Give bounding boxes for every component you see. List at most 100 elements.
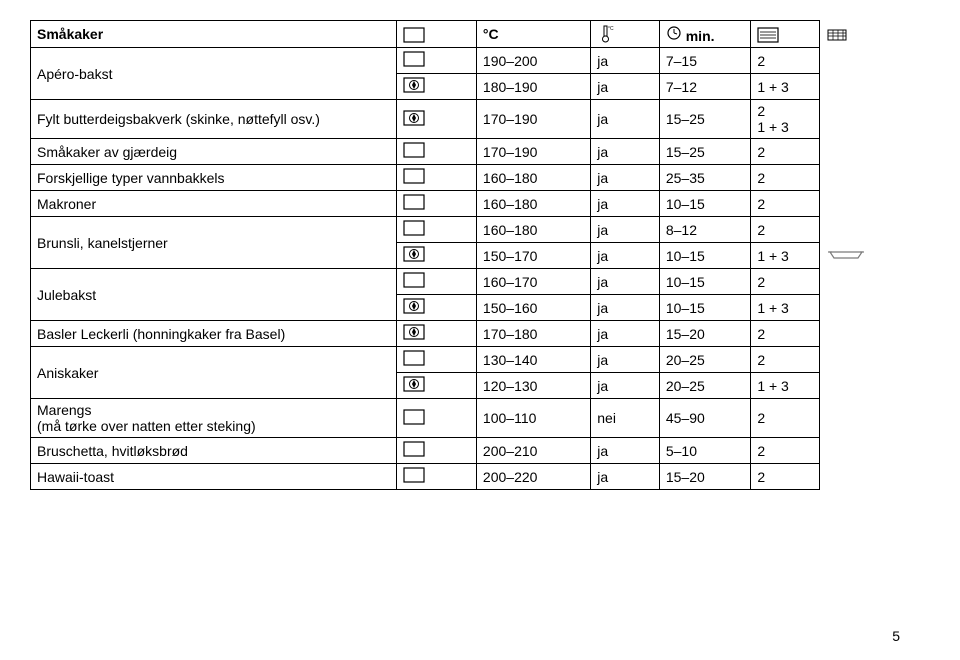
minutes-value: 10–15: [659, 243, 750, 269]
baking-table: Småkaker°C°C min.Apéro-bakst190–200ja7–1…: [30, 20, 900, 490]
mode-icon: [396, 165, 476, 191]
preheat-value: ja: [591, 100, 660, 139]
temp-value: 120–130: [476, 373, 590, 399]
header-level-icon: [751, 21, 820, 48]
table-row: Julebakst160–170ja10–152: [31, 269, 900, 295]
header-min: min.: [659, 21, 750, 48]
extra-icon: [819, 295, 899, 321]
level-value: 2: [751, 321, 820, 347]
row-label: Makroner: [31, 191, 397, 217]
extra-icon: [819, 438, 899, 464]
mode-icon: [396, 464, 476, 490]
mode-icon: [396, 347, 476, 373]
preheat-value: ja: [591, 74, 660, 100]
minutes-value: 15–20: [659, 321, 750, 347]
level-value: 2: [751, 48, 820, 74]
level-value: 2: [751, 269, 820, 295]
extra-icon: [819, 100, 899, 139]
table-row: Forskjellige typer vannbakkels 160–180ja2…: [31, 165, 900, 191]
table-row: Småkaker av gjærdeig170–190ja15–252: [31, 139, 900, 165]
minutes-value: 7–12: [659, 74, 750, 100]
mode-icon: [396, 191, 476, 217]
page-number: 5: [892, 628, 900, 644]
mode-icon: [396, 243, 476, 269]
extra-icon: [819, 243, 899, 269]
table-row: Fylt butterdeigsbakverk (skinke, nøttefy…: [31, 100, 900, 139]
level-value: 2: [751, 438, 820, 464]
temp-value: 200–220: [476, 464, 590, 490]
minutes-value: 8–12: [659, 217, 750, 243]
row-label: Basler Leckerli (honningkaker fra Basel): [31, 321, 397, 347]
table-row: Apéro-bakst190–200ja7–152: [31, 48, 900, 74]
mode-icon: [396, 139, 476, 165]
minutes-value: 15–25: [659, 139, 750, 165]
temp-value: 190–200: [476, 48, 590, 74]
header-label: Småkaker: [31, 21, 397, 48]
preheat-value: ja: [591, 373, 660, 399]
row-label: Småkaker av gjærdeig: [31, 139, 397, 165]
preheat-value: ja: [591, 321, 660, 347]
row-label: Brunsli, kanelstjerner: [31, 217, 397, 269]
preheat-value: ja: [591, 165, 660, 191]
preheat-value: ja: [591, 48, 660, 74]
preheat-value: ja: [591, 464, 660, 490]
minutes-value: 10–15: [659, 269, 750, 295]
extra-icon: [819, 74, 899, 100]
temp-value: 160–170: [476, 269, 590, 295]
mode-icon: [396, 399, 476, 438]
extra-icon: [819, 399, 899, 438]
svg-text:°C: °C: [608, 26, 614, 32]
table-row: Marengs(må tørke over natten etter steki…: [31, 399, 900, 438]
level-value: 2: [751, 139, 820, 165]
temp-value: 200–210: [476, 438, 590, 464]
mode-icon: [396, 217, 476, 243]
table-row: Hawaii-toast 200–220ja15–202: [31, 464, 900, 490]
minutes-value: 15–20: [659, 464, 750, 490]
level-value: 2: [751, 217, 820, 243]
level-value: 1 + 3: [751, 373, 820, 399]
minutes-value: 15–25: [659, 100, 750, 139]
level-value: 2: [751, 191, 820, 217]
extra-icon: [819, 217, 899, 243]
mode-icon: [396, 438, 476, 464]
table-row: Basler Leckerli (honningkaker fra Basel)…: [31, 321, 900, 347]
extra-icon: [819, 165, 899, 191]
temp-value: 170–180: [476, 321, 590, 347]
level-value: 21 + 3: [751, 100, 820, 139]
mode-icon: [396, 100, 476, 139]
minutes-value: 10–15: [659, 191, 750, 217]
extra-icon: [819, 191, 899, 217]
temp-value: 150–160: [476, 295, 590, 321]
minutes-value: 20–25: [659, 373, 750, 399]
row-label: Hawaii-toast: [31, 464, 397, 490]
level-value: 2: [751, 399, 820, 438]
preheat-value: ja: [591, 295, 660, 321]
mode-icon: [396, 295, 476, 321]
header-mode-icon: [396, 21, 476, 48]
header-tray-icon: [819, 21, 899, 48]
level-value: 2: [751, 347, 820, 373]
table-row: Brunsli, kanelstjerner160–180ja8–122: [31, 217, 900, 243]
minutes-value: 7–15: [659, 48, 750, 74]
mode-icon: [396, 74, 476, 100]
temp-value: 160–180: [476, 165, 590, 191]
table-row: Bruschetta, hvitløksbrød200–210ja5–102: [31, 438, 900, 464]
level-value: 2: [751, 464, 820, 490]
mode-icon: [396, 269, 476, 295]
temp-value: 170–190: [476, 139, 590, 165]
temp-value: 170–190: [476, 100, 590, 139]
temp-value: 100–110: [476, 399, 590, 438]
row-label: Forskjellige typer vannbakkels: [31, 165, 397, 191]
mode-icon: [396, 373, 476, 399]
minutes-value: 10–15: [659, 295, 750, 321]
row-label: Julebakst: [31, 269, 397, 321]
minutes-value: 25–35: [659, 165, 750, 191]
preheat-value: ja: [591, 269, 660, 295]
temp-value: 160–180: [476, 217, 590, 243]
mode-icon: [396, 321, 476, 347]
level-value: 1 + 3: [751, 243, 820, 269]
preheat-value: ja: [591, 217, 660, 243]
extra-icon: [819, 464, 899, 490]
level-value: 1 + 3: [751, 74, 820, 100]
preheat-value: ja: [591, 191, 660, 217]
